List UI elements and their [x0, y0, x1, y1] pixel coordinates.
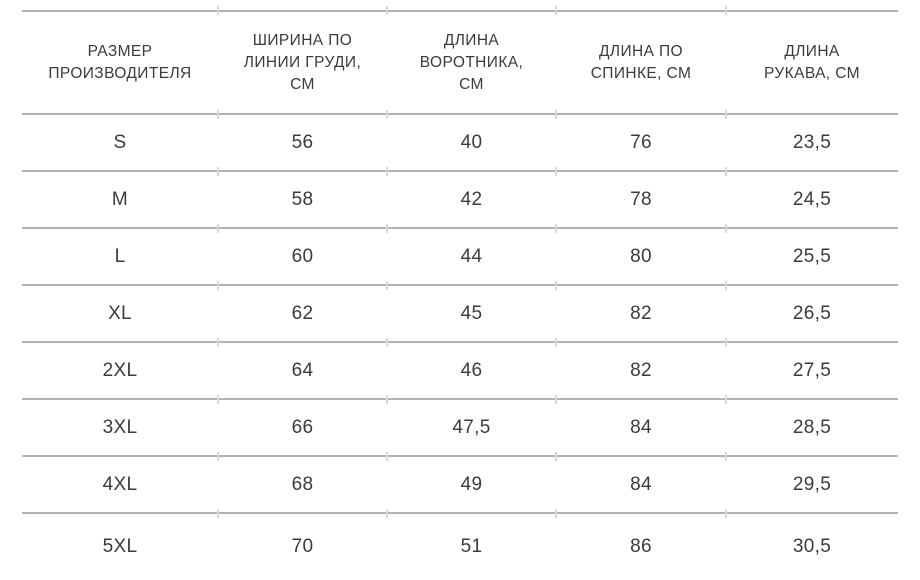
- table-cell: 66: [217, 400, 387, 461]
- table-cell: 70: [291, 536, 314, 557]
- table-cell: 28,5: [725, 400, 898, 461]
- column-header-sleeve-length: ДЛИНА РУКАВА, СМ: [725, 6, 898, 119]
- table-cell: 46: [386, 343, 556, 404]
- table-row-2xl: 2XL 64 46 82 27,5: [22, 343, 898, 404]
- column-header-collar-length: ДЛИНА ВОРОТНИКА, СМ: [386, 6, 556, 119]
- table-cell: 80: [555, 229, 726, 290]
- column-header-chest-width: ШИРИНА ПО ЛИНИИ ГРУДИ, СМ: [217, 6, 387, 119]
- table-cell: 84: [555, 400, 726, 461]
- table-cell: 26,5: [725, 286, 898, 347]
- table-cell: 24,5: [725, 172, 898, 233]
- table-cell: 82: [555, 286, 726, 347]
- table-cell: 68: [217, 457, 387, 518]
- table-cell: 29,5: [725, 457, 898, 518]
- table-cell: 23,5: [725, 115, 898, 176]
- table-cell: 30,5: [792, 536, 832, 557]
- table-cell: 84: [555, 457, 726, 518]
- size-label: 2XL: [22, 343, 218, 400]
- table-row-l: L 60 44 80 25,5: [22, 229, 898, 290]
- table-row-4xl: 4XL 68 49 84 29,5: [22, 457, 898, 518]
- size-label: 5XL: [102, 536, 138, 557]
- size-label: S: [22, 115, 218, 172]
- table-cell: 44: [386, 229, 556, 290]
- size-label: 3XL: [22, 400, 218, 457]
- table-cell: 49: [386, 457, 556, 518]
- size-label: XL: [22, 286, 218, 343]
- table-row-m: M 58 42 78 24,5: [22, 172, 898, 233]
- table-cell: 76: [555, 115, 726, 176]
- table-cell: 51: [460, 536, 483, 557]
- table-row-s: S 56 40 76 23,5: [22, 115, 898, 176]
- table-cell: 60: [217, 229, 387, 290]
- table-cell: 62: [217, 286, 387, 347]
- size-chart: РАЗМЕР ПРОИЗВОДИТЕЛЯ ШИРИНА ПО ЛИНИИ ГРУ…: [22, 6, 898, 580]
- table-cell: 86: [630, 536, 652, 557]
- header-row: РАЗМЕР ПРОИЗВОДИТЕЛЯ ШИРИНА ПО ЛИНИИ ГРУ…: [22, 6, 898, 119]
- table-row-xl: XL 62 45 82 26,5: [22, 286, 898, 347]
- table-cell: 40: [386, 115, 556, 176]
- size-label: M: [22, 172, 218, 229]
- table-row-3xl: 3XL 66 47,5 84 28,5: [22, 400, 898, 461]
- column-header-back-length: ДЛИНА ПО СПИНКЕ, СМ: [555, 6, 726, 119]
- table-cell: 42: [386, 172, 556, 233]
- size-label: 4XL: [22, 457, 218, 514]
- size-label: L: [22, 229, 218, 286]
- size-chart-table: РАЗМЕР ПРОИЗВОДИТЕЛЯ ШИРИНА ПО ЛИНИИ ГРУ…: [22, 6, 898, 580]
- table-cell: 82: [555, 343, 726, 404]
- table-row-5xl: 5XL 70 51 86 30,5: [22, 514, 898, 580]
- table-cell: 27,5: [725, 343, 898, 404]
- table-cell: 64: [217, 343, 387, 404]
- table-cell: 45: [386, 286, 556, 347]
- table-cell: 47,5: [386, 400, 556, 461]
- table-cell: 25,5: [725, 229, 898, 290]
- table-cell: 56: [217, 115, 387, 176]
- table-cell: 58: [217, 172, 387, 233]
- table-cell: 78: [555, 172, 726, 233]
- column-header-manufacturer-size: РАЗМЕР ПРОИЗВОДИТЕЛЯ: [22, 10, 218, 115]
